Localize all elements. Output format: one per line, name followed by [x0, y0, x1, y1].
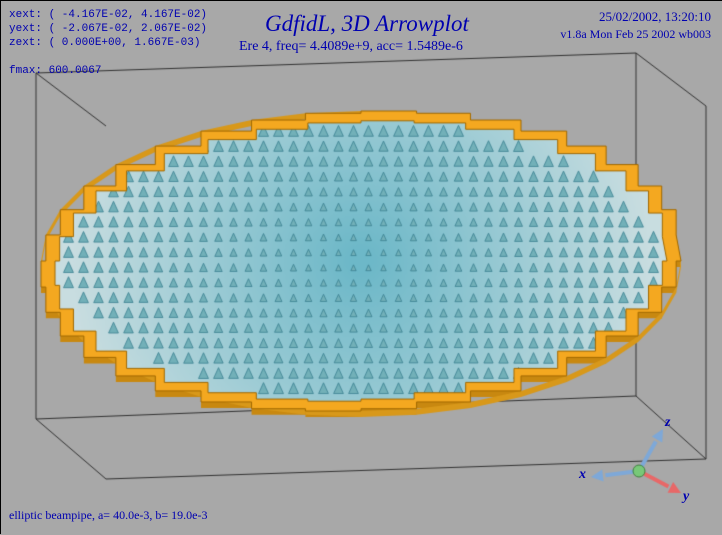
footer-caption: elliptic beampipe, a= 40.0e-3, b= 19.0e-…	[9, 508, 207, 523]
version-label: v1.8a Mon Feb 25 2002 wb003	[560, 27, 711, 42]
xext-label: xext: ( -4.167E-02, 4.167E-02)	[9, 9, 207, 21]
plot-subtitle: Ere 4, freq= 4.4089e+9, acc= 1.5489e-6	[239, 39, 463, 55]
axis-z-label: z	[665, 415, 670, 431]
arrowplot-canvas	[1, 1, 722, 535]
timestamp: 25/02/2002, 13:20:10	[599, 9, 711, 25]
zext-label: zext: ( 0.000E+00, 1.667E-03)	[9, 37, 200, 49]
axis-x-label: x	[579, 467, 586, 483]
axis-y-label: y	[683, 489, 689, 505]
fmax-label: fmax: 600.0067	[9, 65, 101, 77]
yext-label: yext: ( -2.067E-02, 2.067E-02)	[9, 23, 207, 35]
plot-title: GdfidL, 3D Arrowplot	[265, 11, 469, 37]
